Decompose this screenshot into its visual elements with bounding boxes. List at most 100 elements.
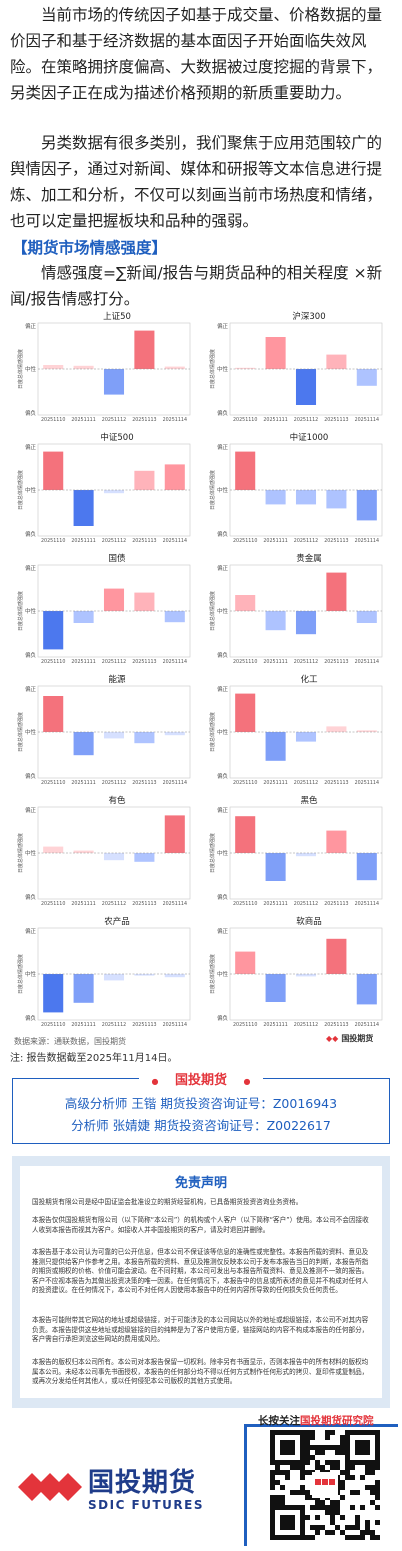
bar-20251114: [164, 611, 185, 623]
y-axis-label: 日度总体情感强度: [17, 954, 24, 994]
bar-20251111: [73, 611, 94, 623]
chart-title: 中证500: [100, 432, 133, 443]
bar-20251114: [356, 490, 377, 521]
x-tick-label: 20251114: [355, 1022, 379, 1028]
bar-20251110: [43, 974, 64, 1013]
y-axis-label: 日度总体情感强度: [17, 591, 24, 631]
intro-paragraph-1: 当前市场的传统因子如基于成交量、价格数据的量价因子和基于经济数据的基本面因子开始…: [10, 6, 383, 102]
chart-title: 能源: [108, 674, 126, 685]
y-axis-label: 日度总体情感强度: [209, 591, 216, 631]
x-tick-label: 20251110: [41, 780, 65, 786]
bar-20251112: [103, 588, 125, 611]
x-tick-label: 20251113: [132, 901, 156, 907]
x-tick-label: 20251112: [294, 659, 318, 665]
y-tick-mid: 中性: [25, 607, 37, 615]
y-tick-top: 偏正: [25, 685, 37, 693]
x-tick-label: 20251114: [163, 901, 187, 907]
y-tick-mid: 中性: [25, 970, 37, 978]
x-tick-label: 20251112: [102, 1022, 126, 1028]
bar-20251113: [134, 470, 155, 490]
bar-20251111: [265, 337, 286, 369]
analyst-box-title: ● 国投期货 ●: [13, 1069, 389, 1088]
bar-20251111: [265, 732, 286, 761]
formula-text: 情感强度=∑新闻/报告与期货品种的相关程度 ×新闻/报告情感打分。: [10, 264, 383, 308]
x-tick-label: 20251114: [355, 659, 379, 665]
bar-20251114: [356, 369, 377, 386]
x-tick-label: 20251113: [324, 1022, 348, 1028]
disclaimer-p2: 本报告仅供国投期货有限公司（以下简称“本公司”）的机构或个人客户（以下简称“客户…: [32, 1216, 369, 1234]
bar-20251110: [235, 595, 256, 611]
x-tick-label: 20251112: [294, 417, 318, 423]
x-tick-label: 20251112: [102, 417, 126, 423]
bar-20251114: [356, 611, 377, 623]
y-tick-bottom: 偏负: [25, 893, 37, 901]
y-tick-top: 偏正: [217, 322, 229, 330]
bar-20251111: [73, 974, 94, 1003]
bar-20251113: [326, 490, 347, 509]
x-tick-label: 20251113: [132, 780, 156, 786]
x-tick-label: 20251111: [263, 659, 287, 665]
x-tick-label: 20251110: [41, 538, 65, 544]
bar-20251113: [326, 572, 347, 611]
bar-20251112: [295, 974, 317, 977]
x-tick-label: 20251113: [132, 1022, 156, 1028]
x-tick-label: 20251113: [132, 538, 156, 544]
bar-20251111: [73, 365, 94, 369]
x-tick-label: 20251111: [263, 780, 287, 786]
bar-20251110: [43, 451, 64, 490]
y-tick-bottom: 偏负: [25, 772, 37, 780]
intro-paragraph-2: 另类数据有很多类别，我们聚焦于应用范围较广的舆情因子，通过对新闻、媒体和研报等文…: [10, 134, 383, 230]
y-axis-label: 日度总体情感强度: [17, 833, 24, 873]
chart-title: 国债: [108, 553, 126, 564]
x-tick-label: 20251114: [355, 417, 379, 423]
x-tick-label: 20251113: [324, 417, 348, 423]
x-tick-label: 20251112: [294, 1022, 318, 1028]
qr-code-icon[interactable]: [270, 1430, 380, 1540]
x-tick-label: 20251110: [233, 417, 257, 423]
y-tick-mid: 中性: [217, 486, 229, 494]
bar-20251111: [73, 850, 94, 853]
y-tick-mid: 中性: [217, 970, 229, 978]
x-tick-label: 20251110: [41, 1022, 65, 1028]
bar-20251114: [356, 974, 377, 1005]
bar-20251110: [43, 846, 64, 853]
chart-title: 贵金属: [296, 553, 322, 564]
note-text: 注: 报告数据截至2025年11月14日。: [10, 1053, 178, 1064]
x-tick-label: 20251113: [132, 417, 156, 423]
y-tick-top: 偏正: [217, 564, 229, 572]
y-tick-bottom: 偏负: [25, 530, 37, 538]
chart-title: 化工: [300, 674, 318, 685]
x-tick-label: 20251112: [102, 659, 126, 665]
bar-20251112: [295, 369, 317, 405]
analyst-line-2: 分析师 张婧婕 期货投资咨询证号：Z0022617: [71, 1118, 331, 1133]
brand-name-cn: 国投期货: [88, 1468, 197, 1498]
chart-title: 有色: [108, 795, 126, 806]
y-axis-label: 日度总体情感强度: [209, 712, 216, 752]
source-logo: ◆◆ 国投期货: [326, 1034, 374, 1043]
chart-title: 沪深300: [292, 311, 325, 322]
y-tick-mid: 中性: [25, 728, 37, 736]
x-tick-label: 20251112: [294, 901, 318, 907]
chart-title: 农产品: [104, 916, 130, 927]
x-tick-label: 20251111: [263, 417, 287, 423]
x-tick-label: 20251114: [163, 780, 187, 786]
bar-20251112: [103, 732, 125, 739]
y-tick-top: 偏正: [217, 806, 229, 814]
chart-title: 上证50: [103, 312, 131, 322]
x-tick-label: 20251110: [41, 901, 65, 907]
bar-20251112: [103, 974, 125, 981]
bar-20251110: [43, 365, 64, 369]
chart-title: 中证1000: [290, 432, 329, 443]
x-tick-label: 20251111: [71, 659, 95, 665]
x-tick-label: 20251110: [233, 1022, 257, 1028]
bar-20251111: [73, 490, 94, 526]
x-tick-label: 20251113: [324, 659, 348, 665]
source-text: 数据来源：通联数据，国投期货: [14, 1037, 126, 1046]
